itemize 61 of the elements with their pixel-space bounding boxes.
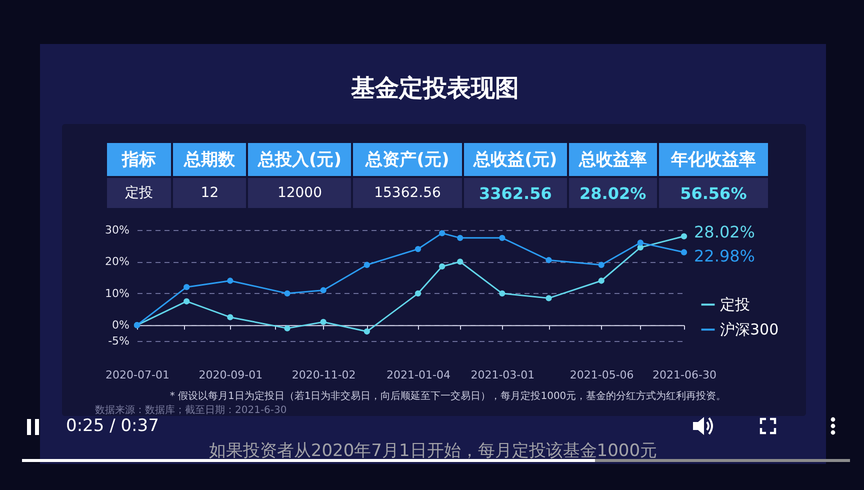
header-cell: 总资产(元): [352, 142, 464, 177]
point: [546, 295, 552, 302]
header-cell: 总收益(元): [463, 142, 568, 177]
legend-label: 定投: [720, 296, 750, 314]
x-tick-label: 2020-11-02: [292, 368, 356, 382]
point: [184, 298, 190, 304]
point: [457, 234, 464, 242]
legend-label: 沪深300: [720, 320, 779, 339]
point: [598, 278, 604, 284]
table-cell: 12000: [247, 177, 352, 209]
data-label: 28.02%: [694, 222, 756, 242]
point: [598, 262, 604, 268]
point: [320, 318, 326, 326]
point: [499, 234, 506, 242]
point: [438, 263, 446, 270]
point: [284, 325, 290, 332]
y-tick-label: 0%: [112, 318, 130, 332]
x-tick-label: 2021-03-01: [470, 368, 535, 382]
table-cell: 3362.56: [463, 177, 568, 209]
x-tick-label: 2020-07-01: [106, 368, 170, 382]
point: [184, 284, 190, 290]
x-tick-label: 2021-01-04: [386, 368, 450, 382]
point: [499, 290, 506, 297]
y-tick-label: -5%: [108, 334, 130, 348]
table-cell: 15362.56: [352, 177, 464, 209]
x-tick-label: 2020-09-01: [198, 368, 263, 382]
text: 基金定投表现图: [350, 73, 520, 104]
point: [227, 278, 234, 284]
text: 0:25 / 0:37: [66, 416, 159, 436]
point: [637, 244, 644, 251]
point: [414, 246, 422, 252]
header-cell: 总期数: [172, 142, 248, 177]
point: [364, 262, 370, 268]
x-tick-label: 2021-06-30: [652, 368, 716, 382]
text: 如果投资者从2020年7月1日开始，每月定投该基金1000元: [208, 440, 658, 462]
y-tick-label: 30%: [105, 224, 130, 236]
source-note: 数据来源：数据库；截至日期：2021-6-30: [95, 404, 287, 417]
point: [227, 314, 234, 320]
point: [637, 240, 644, 246]
point: [284, 290, 290, 297]
data-label: 22.98%: [694, 246, 756, 266]
y-tick-label: 20%: [105, 255, 130, 268]
x-tick-label: 2021-05-06: [570, 368, 634, 382]
table-cell: 56.56%: [658, 177, 769, 209]
point: [680, 249, 688, 256]
text: * 假设以每月1日为定投日（若1日为非交易日，向后顺延至下一交易日），每月定投1000元，基金的分红方式为红利再投资。: [168, 390, 728, 403]
table-cell: 定投: [106, 177, 172, 209]
table-cell: 28.02%: [568, 177, 658, 209]
point: [546, 257, 552, 264]
header-cell: 年化收益率: [658, 142, 769, 177]
header-cell: 总收益率: [568, 142, 658, 177]
point: [457, 258, 464, 265]
point: [680, 233, 688, 240]
point: [320, 287, 326, 294]
header-cell: 指标: [106, 142, 172, 177]
point: [438, 230, 446, 236]
y-tick-label: 10%: [105, 286, 130, 300]
table-cell: 12: [172, 177, 248, 209]
point: [414, 290, 422, 297]
header-cell: 总投入(元): [247, 142, 352, 177]
point: [364, 328, 370, 335]
